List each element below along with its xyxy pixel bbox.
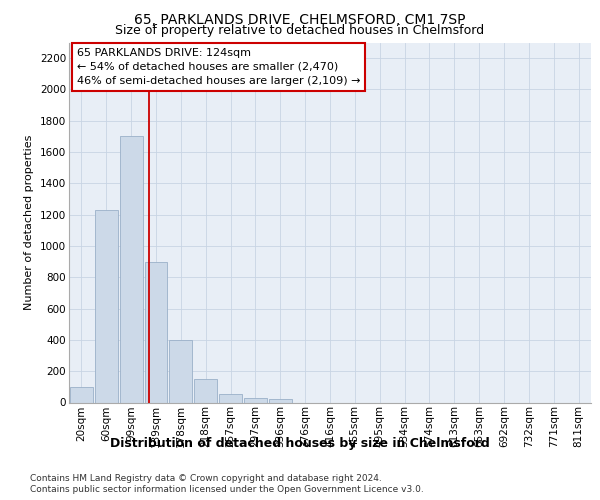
Bar <box>70 387 93 402</box>
Text: Size of property relative to detached houses in Chelmsford: Size of property relative to detached ho… <box>115 24 485 37</box>
Bar <box>244 398 267 402</box>
Bar <box>194 379 217 402</box>
Bar <box>145 262 167 402</box>
Text: Distribution of detached houses by size in Chelmsford: Distribution of detached houses by size … <box>110 438 490 450</box>
Text: Contains public sector information licensed under the Open Government Licence v3: Contains public sector information licen… <box>30 485 424 494</box>
Text: Contains HM Land Registry data © Crown copyright and database right 2024.: Contains HM Land Registry data © Crown c… <box>30 474 382 483</box>
Bar <box>169 340 192 402</box>
Text: 65 PARKLANDS DRIVE: 124sqm
← 54% of detached houses are smaller (2,470)
46% of s: 65 PARKLANDS DRIVE: 124sqm ← 54% of deta… <box>77 48 361 86</box>
Text: 65, PARKLANDS DRIVE, CHELMSFORD, CM1 7SP: 65, PARKLANDS DRIVE, CHELMSFORD, CM1 7SP <box>134 12 466 26</box>
Bar <box>219 394 242 402</box>
Bar <box>95 210 118 402</box>
Bar <box>120 136 143 402</box>
Bar <box>269 400 292 402</box>
Y-axis label: Number of detached properties: Number of detached properties <box>25 135 34 310</box>
